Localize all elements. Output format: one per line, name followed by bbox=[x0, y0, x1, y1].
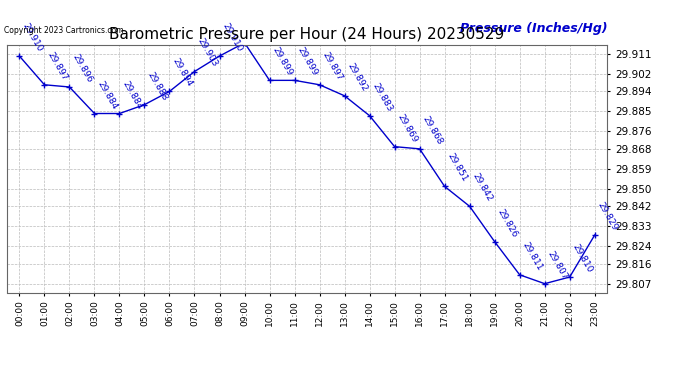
Text: 29.883: 29.883 bbox=[371, 81, 395, 113]
Title: Barometric Pressure per Hour (24 Hours) 20230529: Barometric Pressure per Hour (24 Hours) … bbox=[110, 27, 504, 42]
Text: 29.892: 29.892 bbox=[346, 62, 369, 93]
Text: 29.810: 29.810 bbox=[571, 243, 595, 274]
Text: 29.903: 29.903 bbox=[196, 37, 219, 69]
Text: 29.888: 29.888 bbox=[146, 70, 170, 102]
Text: 29.899: 29.899 bbox=[271, 46, 295, 78]
Text: 29.826: 29.826 bbox=[496, 207, 520, 239]
Text: Pressure (Inches/Hg): Pressure (Inches/Hg) bbox=[460, 22, 607, 35]
Text: 29.869: 29.869 bbox=[396, 112, 420, 144]
Text: 29.910: 29.910 bbox=[21, 21, 44, 53]
Text: 29.851: 29.851 bbox=[446, 152, 470, 184]
Text: 29.899: 29.899 bbox=[296, 46, 319, 78]
Text: 29.884: 29.884 bbox=[121, 79, 144, 111]
Text: 29.897: 29.897 bbox=[321, 50, 344, 82]
Text: 29.896: 29.896 bbox=[71, 53, 95, 84]
Text: Copyright 2023 Cartronics.com: Copyright 2023 Cartronics.com bbox=[4, 26, 124, 35]
Text: 29.897: 29.897 bbox=[46, 50, 70, 82]
Text: 29.916: 29.916 bbox=[0, 374, 1, 375]
Text: 29.884: 29.884 bbox=[96, 79, 119, 111]
Text: 29.829: 29.829 bbox=[596, 201, 620, 232]
Text: 29.894: 29.894 bbox=[171, 57, 195, 88]
Text: 29.910: 29.910 bbox=[221, 21, 244, 53]
Text: 29.868: 29.868 bbox=[421, 114, 444, 146]
Text: 29.807: 29.807 bbox=[546, 249, 570, 281]
Text: 29.811: 29.811 bbox=[521, 240, 544, 272]
Text: 29.842: 29.842 bbox=[471, 172, 495, 204]
